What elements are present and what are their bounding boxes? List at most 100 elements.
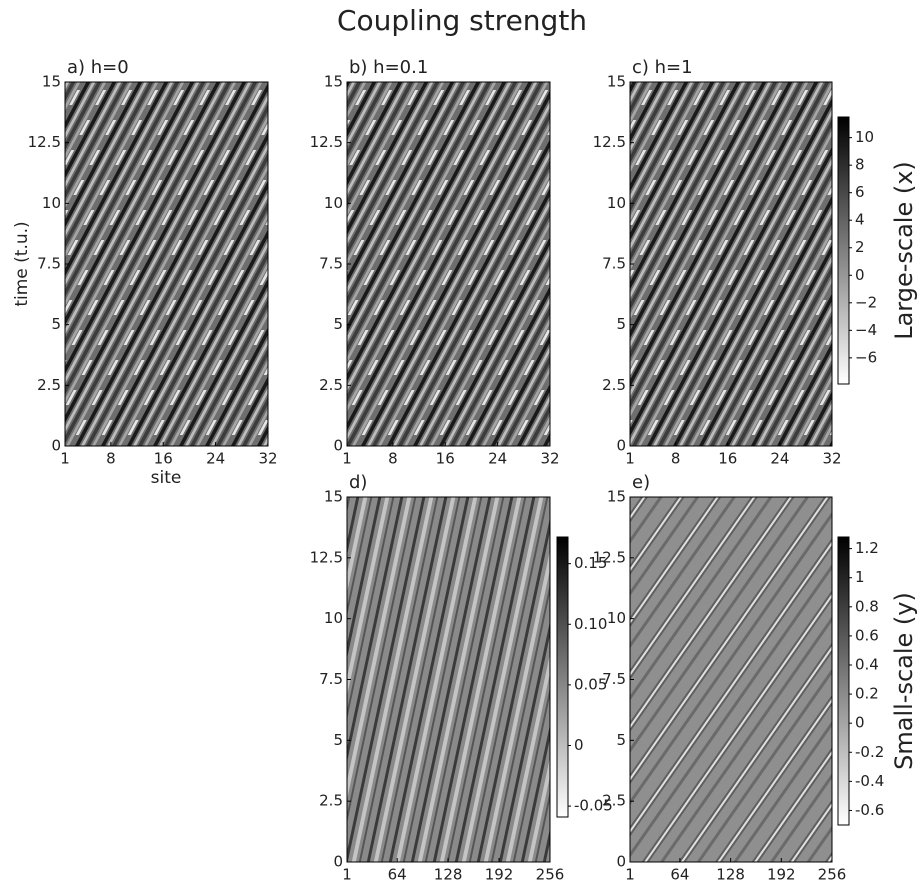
x-tick-label: 192 <box>767 866 796 884</box>
heatmap <box>347 82 550 446</box>
y-tick-label: 0 <box>333 853 343 871</box>
y-tick-label: 0 <box>616 437 626 455</box>
x-tick-label: 32 <box>258 450 277 468</box>
y-tick-label: 12.5 <box>28 133 61 151</box>
x-tick-label: 1 <box>625 450 635 468</box>
x-tick-label: 32 <box>822 450 841 468</box>
colorbar-tick-label: −2 <box>855 293 877 311</box>
y-tick-label: 2.5 <box>319 376 343 394</box>
colorbar-tick-label: -0.4 <box>855 772 884 790</box>
colorbar-tick-label: 0.15 <box>574 554 607 572</box>
colorbar-tick-label: 0.8 <box>855 597 879 615</box>
y-tick-label: 15 <box>607 488 626 506</box>
x-tick-label: 1 <box>625 866 635 884</box>
x-tick-label: 24 <box>488 450 507 468</box>
x-tick-label: 8 <box>106 450 116 468</box>
y-tick-label: 5 <box>616 315 626 333</box>
x-tick-label: 64 <box>670 866 689 884</box>
colorbar-tick-label: 0 <box>574 736 584 754</box>
y-tick-label: 5 <box>333 315 343 333</box>
x-tick-label: 256 <box>536 866 565 884</box>
y-tick-label: 2.5 <box>602 792 626 810</box>
colorbar-tick-label: 0 <box>855 714 865 732</box>
colorbar-tick-label: 6 <box>855 183 865 201</box>
x-tick-label: 16 <box>154 450 173 468</box>
colorbar-tick-label: 0.6 <box>855 626 879 644</box>
y-tick-label: 2.5 <box>37 376 61 394</box>
x-tick-label: 192 <box>485 866 514 884</box>
colorbar-tick-label: 4 <box>855 211 865 229</box>
x-tick-label: 1 <box>342 866 352 884</box>
heatmap <box>630 82 832 446</box>
colorbar-label: Large-scale (x) <box>890 161 918 340</box>
x-tick-label: 24 <box>770 450 789 468</box>
y-tick-label: 15 <box>42 73 61 91</box>
y-tick-label: 0 <box>616 853 626 871</box>
x-tick-label: 16 <box>436 450 455 468</box>
y-tick-label: 12.5 <box>593 548 626 566</box>
y-tick-label: 10 <box>42 194 61 212</box>
colorbar-tick-label: 10 <box>855 128 874 146</box>
y-tick-label: 10 <box>607 194 626 212</box>
colorbar-label: Small-scale (y) <box>890 592 918 770</box>
x-tick-label: 1 <box>342 450 352 468</box>
y-tick-label: 15 <box>324 73 343 91</box>
x-tick-label: 8 <box>388 450 398 468</box>
colorbar-tick-label: 0.4 <box>855 656 879 674</box>
y-tick-label: 7.5 <box>37 255 61 273</box>
y-tick-label: 7.5 <box>602 670 626 688</box>
y-tick-label: 0 <box>333 437 343 455</box>
y-tick-label: 10 <box>324 194 343 212</box>
y-tick-label: 12.5 <box>593 133 626 151</box>
x-tick-label: 1 <box>60 450 70 468</box>
colorbar-tick-label: 0.2 <box>855 685 879 703</box>
colorbar-tick-label: −4 <box>855 321 877 339</box>
x-tick-label: 32 <box>540 450 559 468</box>
y-tick-label: 5 <box>333 731 343 749</box>
x-tick-label: 8 <box>671 450 681 468</box>
x-tick-label: 64 <box>388 866 407 884</box>
colorbar <box>837 116 850 385</box>
colorbar-tick-label: 0.10 <box>574 615 607 633</box>
y-tick-label: 15 <box>324 488 343 506</box>
colorbar <box>837 536 850 826</box>
panel-title: b) h=0.1 <box>349 57 428 78</box>
y-axis-label: time (t.u.) <box>12 221 32 306</box>
colorbar-tick-label: 0 <box>855 266 865 284</box>
y-tick-label: 15 <box>607 73 626 91</box>
heatmap <box>65 82 268 446</box>
y-tick-label: 10 <box>607 609 626 627</box>
x-tick-label: 16 <box>718 450 737 468</box>
panel-title: e) <box>632 472 650 493</box>
colorbar-tick-label: 1 <box>855 568 865 586</box>
heatmap <box>347 497 550 862</box>
y-tick-label: 5 <box>616 731 626 749</box>
x-tick-label: 24 <box>206 450 225 468</box>
heatmap <box>630 497 832 862</box>
colorbar-tick-label: 2 <box>855 238 865 256</box>
colorbar-tick-label: 1.2 <box>855 539 879 557</box>
figure-title: Coupling strength <box>337 4 587 37</box>
x-tick-label: 128 <box>434 866 463 884</box>
y-tick-label: 7.5 <box>602 255 626 273</box>
y-tick-label: 12.5 <box>310 133 343 151</box>
y-tick-label: 7.5 <box>319 255 343 273</box>
y-tick-label: 12.5 <box>310 548 343 566</box>
colorbar <box>556 536 569 818</box>
colorbar-tick-label: -0.05 <box>574 797 613 815</box>
x-tick-label: 128 <box>716 866 745 884</box>
y-tick-label: 7.5 <box>319 670 343 688</box>
panel-title: a) h=0 <box>67 57 129 78</box>
colorbar-tick-label: -0.6 <box>855 801 884 819</box>
colorbar-tick-label: −6 <box>855 348 877 366</box>
panel-title: c) h=1 <box>632 57 693 78</box>
x-axis-label: site <box>151 468 182 488</box>
colorbar-tick-label: 0.05 <box>574 675 607 693</box>
colorbar-tick-label: 8 <box>855 156 865 174</box>
y-tick-label: 2.5 <box>602 376 626 394</box>
y-tick-label: 10 <box>324 609 343 627</box>
y-tick-label: 5 <box>51 315 61 333</box>
panel-title: d) <box>349 472 367 493</box>
colorbar-tick-label: -0.2 <box>855 743 884 761</box>
